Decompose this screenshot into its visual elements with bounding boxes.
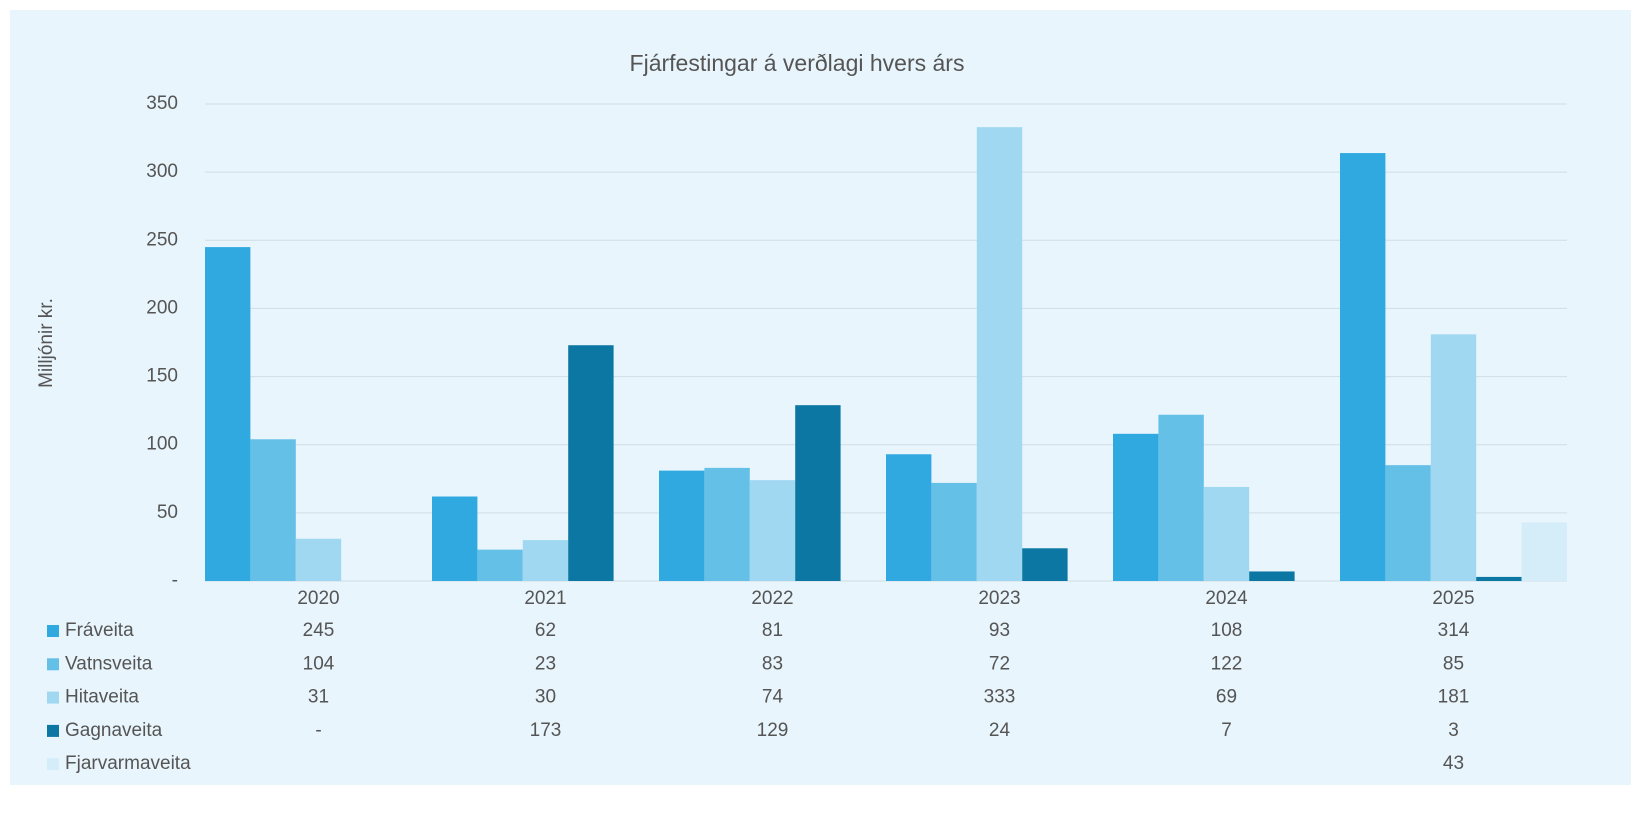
y-tick-label: 200 (146, 297, 178, 318)
table-cell: 31 (308, 687, 329, 708)
y-tick-label: - (172, 570, 178, 591)
table-cell: 3 (1448, 720, 1459, 741)
legend-label: Fjarvarmaveita (65, 753, 191, 774)
table-cell: 69 (1216, 687, 1237, 708)
bar (250, 439, 296, 581)
bar (1430, 334, 1477, 581)
table-cell: 104 (303, 653, 335, 674)
legend-swatch (47, 724, 59, 737)
table-cell: 74 (762, 687, 784, 708)
bar (568, 345, 614, 581)
bar (295, 538, 342, 581)
table-cell: 129 (757, 720, 789, 741)
table-cell: 314 (1438, 620, 1470, 641)
bar (1022, 548, 1068, 581)
table-cell: 7 (1221, 720, 1232, 741)
bar (1158, 414, 1204, 581)
legend-label: Fráveita (65, 620, 134, 641)
legend-label: Hitaveita (65, 687, 139, 708)
bar (477, 549, 523, 581)
chart-background (10, 10, 1631, 785)
table-cell: 23 (535, 653, 556, 674)
x-tick-label: 2025 (1432, 588, 1474, 609)
bar (1385, 465, 1431, 581)
y-tick-label: 300 (146, 161, 178, 182)
table-cell: 108 (1211, 620, 1243, 641)
table-cell: 72 (989, 653, 1010, 674)
bar (795, 405, 841, 581)
table-cell: 333 (984, 687, 1016, 708)
bar (659, 470, 705, 581)
bar (522, 540, 569, 581)
table-cell: 81 (762, 620, 783, 641)
bar (432, 496, 478, 581)
table-cell: 30 (535, 687, 556, 708)
legend-swatch (47, 658, 59, 671)
bar (1113, 433, 1159, 581)
bar (1476, 576, 1522, 581)
y-tick-label: 350 (146, 93, 178, 114)
bar (704, 467, 750, 581)
legend-swatch (47, 625, 59, 637)
table-cell: 43 (1443, 753, 1464, 774)
legend-label: Vatnsveita (65, 653, 153, 674)
chart-title: Fjárfestingar á verðlagi hvers árs (630, 50, 965, 76)
bar (976, 127, 1023, 581)
y-axis-label: Milljónir kr. (36, 298, 57, 388)
x-tick-label: 2021 (524, 588, 566, 609)
x-tick-label: 2020 (297, 588, 339, 609)
table-cell: 181 (1438, 687, 1470, 708)
table-cell: 85 (1443, 653, 1464, 674)
x-tick-label: 2024 (1205, 588, 1248, 609)
legend-label: Gagnaveita (65, 720, 163, 741)
table-cell: 245 (303, 620, 335, 641)
table-cell: 83 (762, 653, 783, 674)
table-cell: 24 (989, 720, 1011, 741)
bar (886, 454, 932, 581)
y-tick-label: 150 (146, 366, 178, 387)
y-tick-label: 100 (146, 434, 178, 455)
bar (931, 482, 977, 581)
bar (1340, 153, 1386, 581)
table-cell: 122 (1211, 653, 1243, 674)
x-tick-label: 2022 (751, 588, 793, 609)
table-cell: 173 (530, 720, 562, 741)
bar (1203, 486, 1250, 581)
legend-swatch (47, 758, 59, 771)
legend-swatch (47, 691, 59, 704)
y-tick-label: 250 (146, 229, 178, 250)
bar (749, 480, 796, 581)
bar (1249, 571, 1295, 581)
table-cell: 62 (535, 620, 556, 641)
table-cell: - (315, 720, 321, 741)
table-cell: 93 (989, 620, 1010, 641)
bar (1521, 522, 1567, 581)
x-tick-label: 2023 (978, 588, 1020, 609)
y-tick-label: 50 (157, 502, 178, 523)
bar (205, 247, 251, 581)
